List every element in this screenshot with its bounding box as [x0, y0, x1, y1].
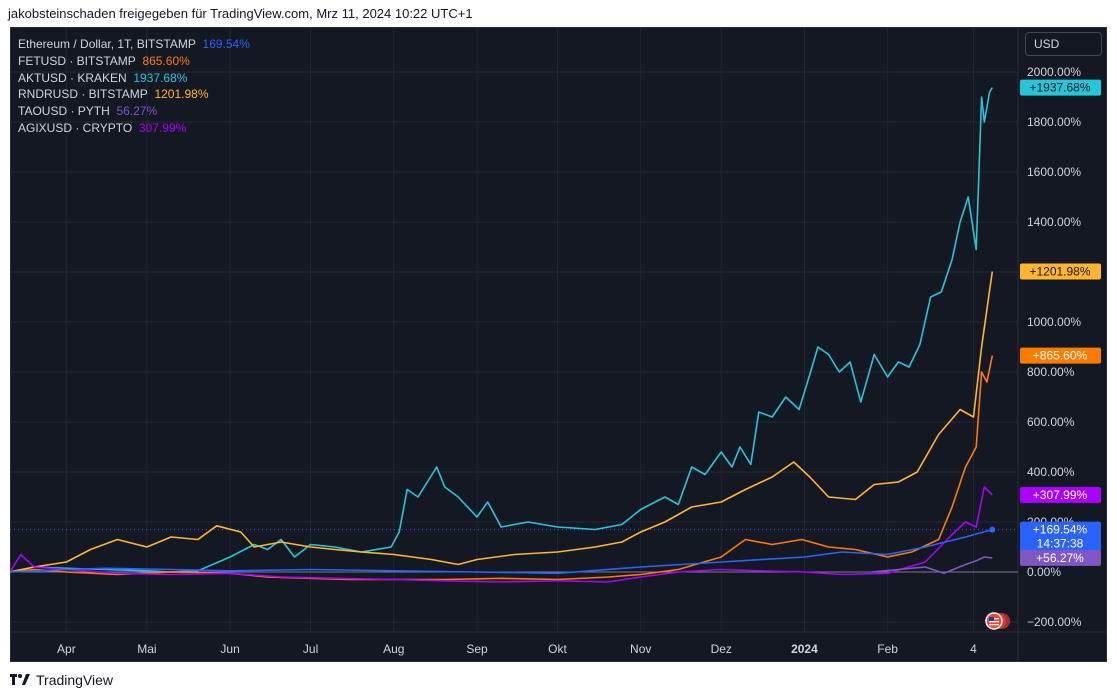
series-line-rndrusd	[10, 271, 994, 573]
line-chart[interactable]: −200.00%0.00%200.00%400.00%600.00%800.00…	[10, 27, 1107, 662]
price-label-aktusd	[1020, 79, 1101, 96]
x-tick-label: Aug	[383, 642, 404, 656]
series-line-taousd	[871, 556, 993, 575]
price-label-text: +1201.98%	[1029, 265, 1090, 279]
series-line-fetusd	[10, 355, 994, 581]
shared-by-caption: jakobsteinschaden freigegeben für Tradin…	[8, 6, 473, 21]
y-tick-label: 400.00%	[1027, 465, 1075, 479]
legend-value: 1201.98%	[154, 87, 209, 102]
price-label-text: +307.99%	[1033, 488, 1088, 502]
legend-symbol: Ethereum / Dollar, 1T, BITSTAMP	[18, 37, 196, 51]
footer-brand: TradingView	[10, 672, 113, 688]
tradingview-logo-icon	[10, 674, 30, 685]
series-line-aktusd	[10, 87, 993, 573]
price-label-ethereum	[1020, 521, 1101, 552]
legend-value: 1937.68%	[133, 70, 188, 85]
x-tick-label: Dez	[711, 642, 732, 656]
price-label-fetusd	[1020, 347, 1101, 364]
price-label-text: +56.27%	[1036, 551, 1084, 565]
events-flag-icon[interactable]	[984, 610, 1014, 632]
legend-symbol: AGIXUSD · CRYPTO	[18, 120, 133, 135]
eth-last-point	[989, 526, 996, 533]
x-tick-label: Jul	[303, 642, 318, 656]
legend-value: 307.99%	[138, 120, 187, 135]
x-tick-label: Apr	[57, 642, 76, 656]
legend-symbol: AKTUSD · KRAKEN	[18, 70, 127, 85]
x-tick-label: Sep	[466, 642, 488, 656]
y-tick-label: 800.00%	[1027, 365, 1075, 379]
legend-value: 169.54%	[202, 37, 250, 51]
legend-symbol: TAOUSD · PYTH	[18, 104, 110, 119]
legend-item-rndr[interactable]: RNDRUSD · BITSTAMP 1201.98%	[18, 86, 250, 103]
legend-item-fet[interactable]: FETUSD · BITSTAMP 865.60%	[18, 53, 250, 70]
legend-symbol: RNDRUSD · BITSTAMP	[18, 87, 148, 102]
series-line-agixusd	[10, 486, 993, 583]
price-label-rndrusd	[1020, 263, 1101, 280]
legend-item-eth[interactable]: Ethereum / Dollar, 1T, BITSTAMP 169.54%	[18, 36, 250, 53]
chart-frame	[10, 27, 1107, 662]
footer-brand-name: TradingView	[36, 672, 114, 688]
price-label-taousd	[1020, 549, 1101, 566]
legend-item-tao[interactable]: TAOUSD · PYTH 56.27%	[18, 103, 250, 120]
price-label-agixusd	[1020, 487, 1101, 504]
chart-legend: Ethereum / Dollar, 1T, BITSTAMP 169.54% …	[18, 36, 250, 137]
price-label-countdown: 14:37:38	[1037, 537, 1084, 551]
x-tick-label: Okt	[548, 642, 567, 656]
x-tick-label: Feb	[877, 642, 898, 656]
legend-item-akt[interactable]: AKTUSD · KRAKEN 1937.68%	[18, 70, 250, 87]
y-tick-label: 600.00%	[1027, 415, 1075, 429]
y-tick-label: 0.00%	[1027, 565, 1061, 579]
x-tick-label: Nov	[630, 642, 651, 656]
currency-button[interactable]: USD	[1025, 32, 1102, 56]
x-tick-label: 4	[970, 642, 977, 656]
y-tick-label: 1000.00%	[1027, 315, 1081, 329]
y-tick-label: 1400.00%	[1027, 215, 1081, 229]
x-tick-label: Mai	[137, 642, 156, 656]
legend-value: 56.27%	[116, 104, 158, 119]
y-tick-label: 1600.00%	[1027, 165, 1081, 179]
series-line-ethereum	[10, 528, 993, 575]
price-label-text: +865.60%	[1033, 349, 1088, 363]
legend-symbol: FETUSD · BITSTAMP	[18, 53, 136, 68]
price-label-text: +1937.68%	[1029, 81, 1090, 95]
y-tick-label: 2000.00%	[1027, 65, 1081, 79]
y-tick-label: −200.00%	[1027, 615, 1082, 629]
x-tick-label: Jun	[220, 642, 239, 656]
price-label-text: +169.54%	[1033, 523, 1088, 537]
legend-value: 865.60%	[142, 53, 190, 68]
y-tick-label: 1800.00%	[1027, 115, 1081, 129]
x-tick-label: 2024	[791, 642, 818, 656]
legend-item-agix[interactable]: AGIXUSD · CRYPTO 307.99%	[18, 120, 250, 137]
